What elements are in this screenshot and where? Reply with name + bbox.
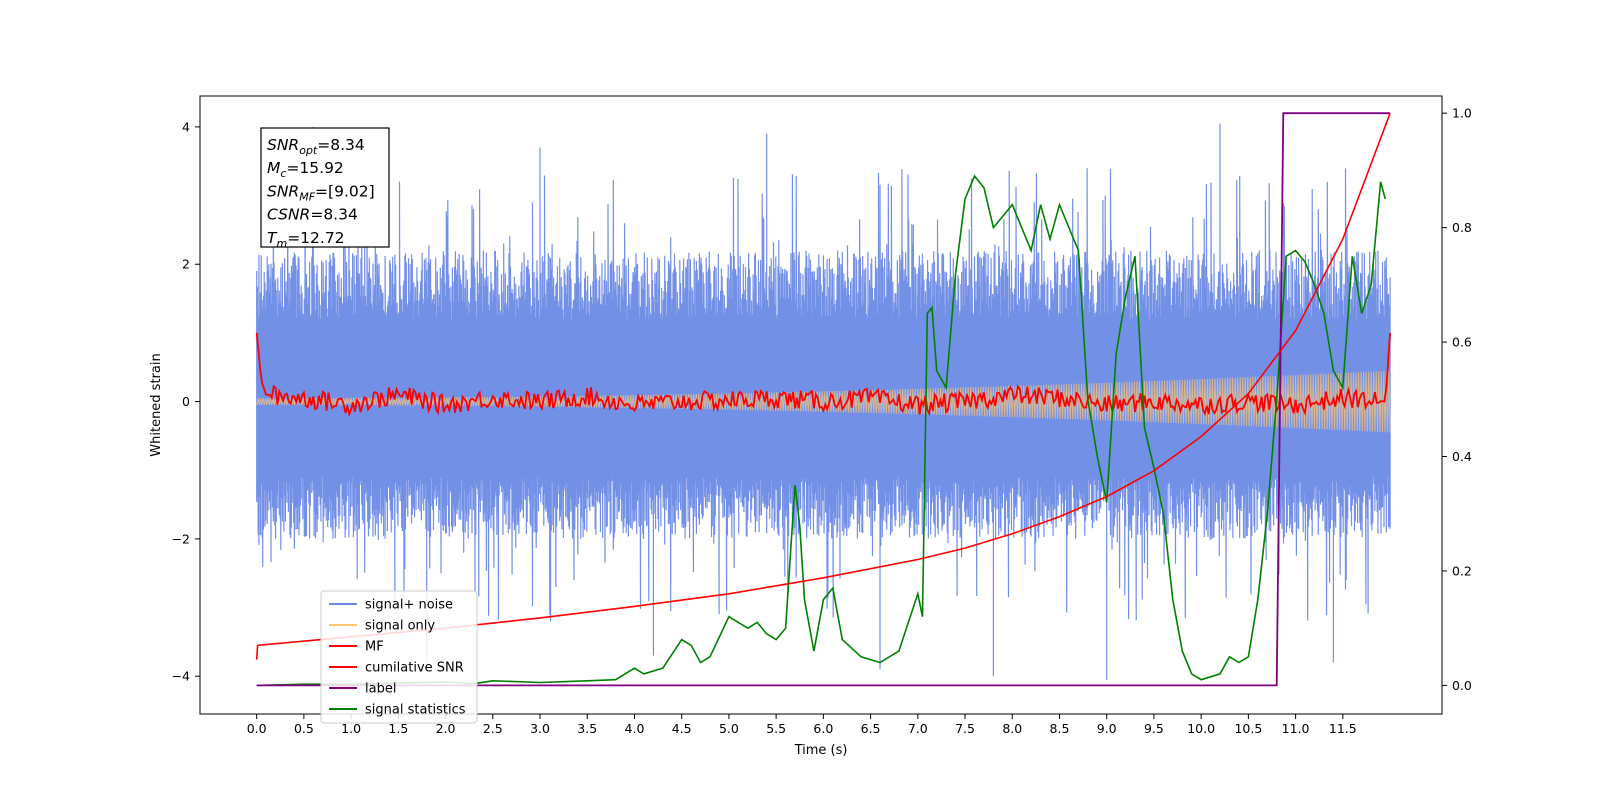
x-tick-label: 10.5: [1234, 721, 1262, 736]
info-box-line: Tm=12.72: [267, 229, 345, 250]
y2-tick-label: 0.0: [1452, 678, 1472, 693]
y2-tick-label: 0.2: [1452, 563, 1472, 578]
x-tick-label: 9.5: [1144, 721, 1164, 736]
x-tick-label: 1.0: [341, 721, 361, 736]
x-tick-label: 0.0: [247, 721, 267, 736]
x-tick-label: 5.0: [719, 721, 739, 736]
x-tick-label: 8.5: [1050, 721, 1070, 736]
x-tick-label: 3.5: [577, 721, 597, 736]
y2-tick-label: 0.8: [1452, 220, 1472, 235]
x-tick-label: 0.5: [294, 721, 314, 736]
x-tick-label: 11.0: [1282, 721, 1310, 736]
y-tick-label: 4: [182, 119, 190, 134]
legend-label: signal statistics: [365, 703, 466, 718]
y-tick-label: −2: [172, 531, 190, 546]
info-box-line: Mc=15.92: [267, 159, 344, 180]
x-tick-label: 7.0: [908, 721, 928, 736]
x-tick-label: 2.5: [483, 721, 503, 736]
x-tick-label: 6.5: [861, 721, 881, 736]
legend-label: MF: [365, 640, 384, 655]
y-tick-label: 2: [182, 257, 190, 272]
x-tick-label: 4.0: [625, 721, 645, 736]
y2-tick-label: 1.0: [1452, 106, 1472, 121]
x-tick-label: 6.0: [813, 721, 833, 736]
x-axis-label: Time (s): [794, 743, 848, 758]
info-box-line: SNRopt=8.34: [267, 136, 365, 157]
info-box-line: CSNR=8.34: [267, 206, 358, 224]
x-tick-label: 10.0: [1187, 721, 1215, 736]
y2-tick-label: 0.6: [1452, 335, 1472, 350]
legend-label: signal+ noise: [365, 598, 453, 613]
series-label: [256, 112, 1391, 687]
x-tick-label: 9.0: [1097, 721, 1117, 736]
info-box-line: SNRMF=[9.02]: [267, 182, 375, 203]
series-signal-statistics: [256, 174, 1387, 687]
series-mf: [255, 332, 1391, 417]
plot-frame: [199, 95, 1443, 715]
legend-label: signal only: [365, 619, 435, 634]
x-tick-label: 11.5: [1329, 721, 1357, 736]
legend: signal+ noise signal only MF cumilative SNR…: [320, 590, 478, 724]
y-tick-label: 0: [182, 394, 190, 409]
x-tick-label: 7.5: [955, 721, 975, 736]
x-tick-label: 8.0: [1002, 721, 1022, 736]
legend-frame: [320, 590, 478, 724]
y-axis-label: Whitened strain: [149, 353, 164, 456]
x-tick-label: 3.0: [530, 721, 550, 736]
x-tick-label: 5.5: [766, 721, 786, 736]
x-tick-label: 2.0: [436, 721, 456, 736]
y2-tick-label: 0.4: [1452, 449, 1472, 464]
legend-label: cumilative SNR: [365, 661, 464, 676]
x-tick-label: 4.5: [672, 721, 692, 736]
info-box-frame: [260, 127, 390, 248]
legend-label: label: [365, 682, 396, 697]
x-tick-label: 1.5: [388, 721, 408, 736]
y-tick-label: −4: [172, 669, 190, 684]
